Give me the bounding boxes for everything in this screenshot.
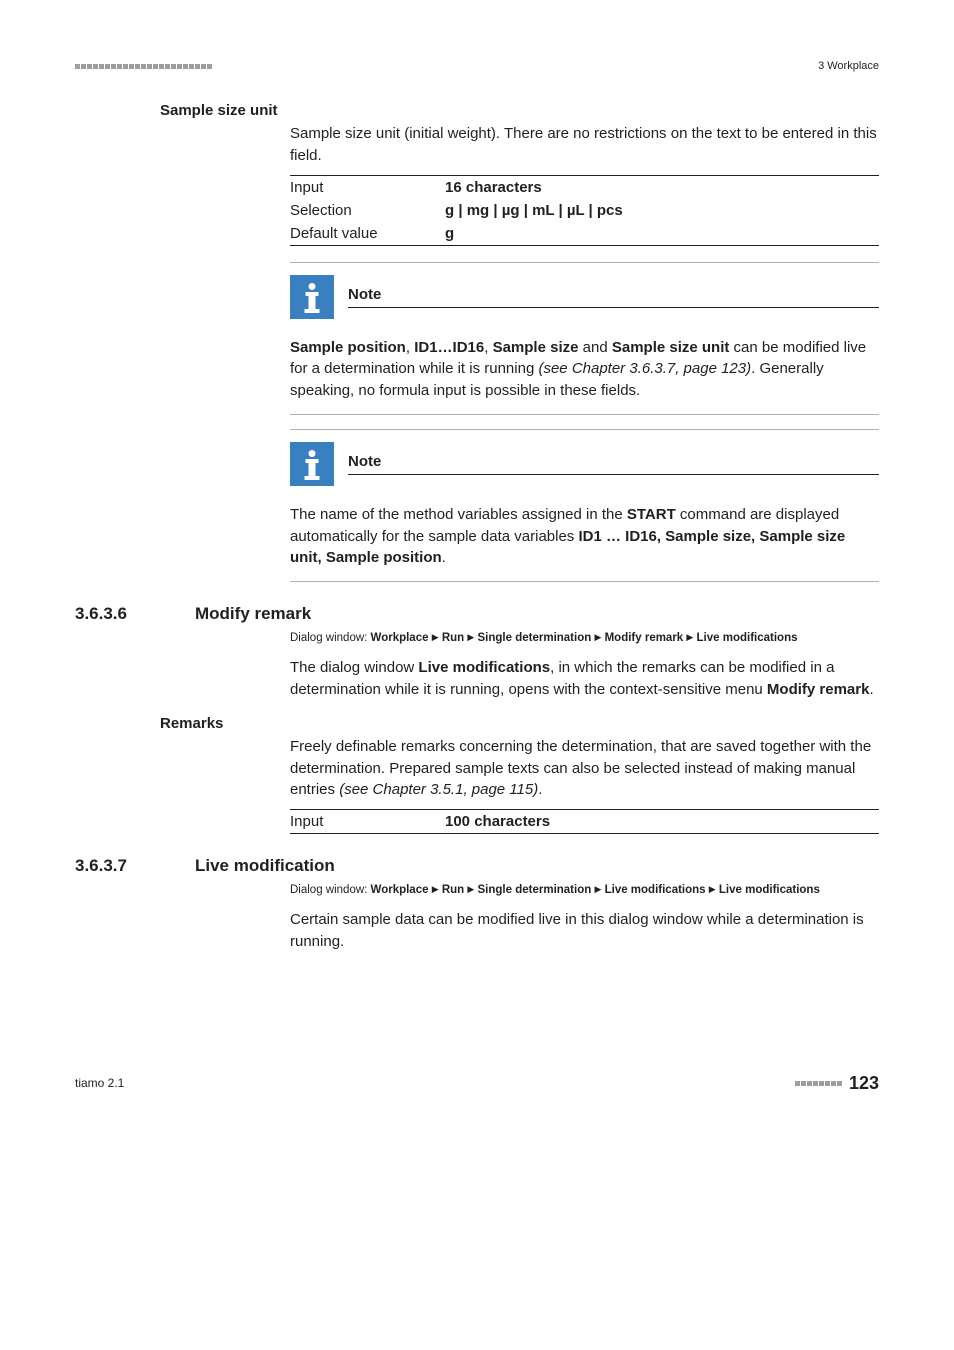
remarks-body: Freely definable remarks concerning the … — [290, 736, 879, 801]
remarks-input-value: 100 characters — [445, 810, 879, 834]
header-section-label: 3 Workplace — [818, 60, 879, 72]
note-label-1: Note — [348, 286, 381, 303]
selection-value: g | mg | µg | mL | µL | pcs — [445, 199, 879, 222]
page-number: 123 — [849, 1073, 879, 1094]
footer: tiamo 2.1 123 — [75, 1073, 879, 1094]
default-value: g — [445, 222, 879, 246]
header-dashes — [75, 64, 213, 69]
remarks-input-label: Input — [290, 810, 445, 834]
note-box-1: Note Sample position, ID1…ID16, Sample s… — [290, 262, 879, 415]
input-value: 16 characters — [445, 175, 879, 199]
input-label: Input — [290, 175, 445, 199]
live-modification-body: Certain sample data can be modified live… — [290, 909, 879, 953]
info-icon — [290, 275, 334, 319]
note-box-2: Note The name of the method variables as… — [290, 429, 879, 582]
dialog-path-modify: Dialog window: Workplace ▶ Run ▶ Single … — [290, 630, 879, 647]
selection-label: Selection — [290, 199, 445, 222]
sample-size-unit-table: Input 16 characters Selection g | mg | µ… — [290, 175, 879, 246]
remarks-heading: Remarks — [160, 715, 879, 732]
section-title: Live modification — [195, 856, 335, 876]
section-number: 3.6.3.6 — [75, 604, 195, 624]
footer-page-group: 123 — [795, 1073, 879, 1094]
header-bar: 3 Workplace — [75, 60, 879, 72]
section-title: Modify remark — [195, 604, 311, 624]
note-label-2: Note — [348, 453, 381, 470]
sample-size-unit-description: Sample size unit (initial weight). There… — [290, 123, 879, 167]
section-live-modification: 3.6.3.7 Live modification — [75, 856, 879, 876]
note-body-2: The name of the method variables assigne… — [290, 504, 879, 569]
remarks-input-table: Input 100 characters — [290, 809, 879, 834]
sample-size-unit-heading: Sample size unit — [160, 102, 879, 119]
section-modify-remark: 3.6.3.6 Modify remark — [75, 604, 879, 624]
default-label: Default value — [290, 222, 445, 246]
info-icon — [290, 442, 334, 486]
modify-remark-paragraph: The dialog window Live modifications, in… — [290, 657, 879, 701]
section-number: 3.6.3.7 — [75, 856, 195, 876]
dialog-path-live: Dialog window: Workplace ▶ Run ▶ Single … — [290, 882, 879, 899]
note-body-1: Sample position, ID1…ID16, Sample size a… — [290, 337, 879, 402]
footer-product: tiamo 2.1 — [75, 1076, 124, 1090]
